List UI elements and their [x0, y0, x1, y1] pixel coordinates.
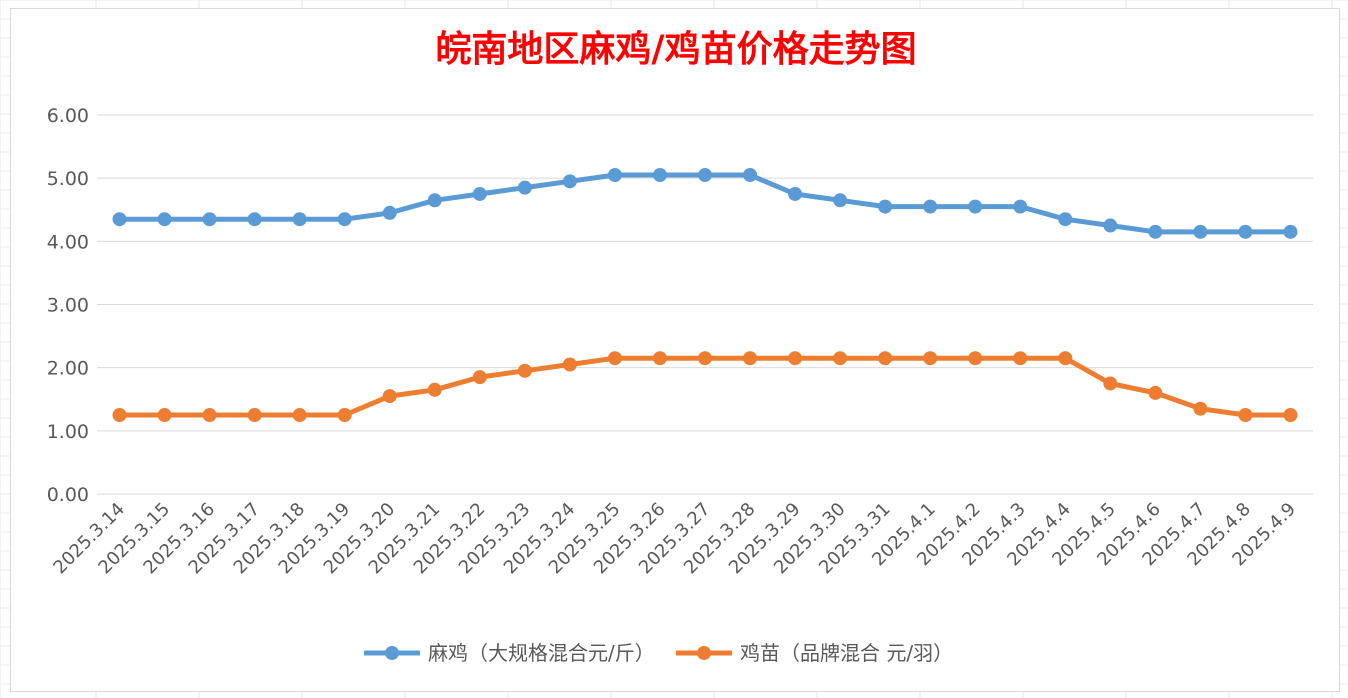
data-point[interactable] [652, 351, 667, 366]
data-point[interactable] [788, 351, 803, 366]
legend-label: 麻鸡（大规格混合元/斤） [428, 641, 655, 665]
data-point[interactable] [562, 174, 577, 189]
y-tick-label: 6.00 [47, 105, 89, 127]
data-point[interactable] [1148, 224, 1163, 239]
x-axis-tick-labels: 2025.3.142025.3.152025.3.162025.3.172025… [49, 499, 1300, 579]
data-point[interactable] [698, 168, 712, 183]
data-point[interactable] [833, 351, 848, 366]
data-point[interactable] [1103, 376, 1118, 391]
legend: 麻鸡（大规格混合元/斤） 鸡苗（品牌混合 元/羽） [364, 641, 953, 665]
data-point[interactable] [698, 351, 712, 366]
y-tick-label: 3.00 [47, 295, 89, 317]
data-point[interactable] [427, 193, 442, 208]
data-point[interactable] [337, 212, 352, 227]
data-point[interactable] [1148, 385, 1163, 400]
legend-entry-2[interactable]: 鸡苗（品牌混合 元/羽） [676, 641, 953, 665]
data-point[interactable] [382, 205, 397, 220]
data-point[interactable] [1103, 218, 1118, 233]
data-point[interactable] [607, 351, 622, 366]
data-point[interactable] [157, 408, 172, 423]
data-point[interactable] [292, 408, 307, 423]
legend-entry-1[interactable]: 麻鸡（大规格混合元/斤） [364, 641, 655, 665]
data-point[interactable] [878, 199, 893, 214]
data-point[interactable] [878, 351, 893, 366]
chart-title: 皖南地区麻鸡/鸡苗价格走势图 [435, 28, 916, 70]
data-point[interactable] [112, 212, 127, 227]
data-point[interactable] [247, 212, 262, 227]
data-point[interactable] [202, 408, 217, 423]
data-point[interactable] [968, 351, 983, 366]
data-point[interactable] [292, 212, 307, 227]
legend-swatch-marker [385, 646, 399, 660]
data-point[interactable] [157, 212, 172, 227]
y-tick-label: 2.00 [47, 358, 89, 380]
y-tick-label: 0.00 [47, 484, 89, 506]
data-point[interactable] [652, 168, 667, 183]
series-1 [112, 168, 1298, 239]
data-point[interactable] [923, 351, 938, 366]
data-point[interactable] [833, 193, 848, 208]
data-point[interactable] [112, 408, 127, 423]
data-point[interactable] [382, 389, 397, 404]
data-point[interactable] [427, 382, 442, 397]
y-tick-label: 4.00 [47, 231, 89, 253]
data-point[interactable] [247, 408, 262, 423]
data-point[interactable] [1058, 212, 1073, 227]
line-chart: 皖南地区麻鸡/鸡苗价格走势图 0.00 1.00 2.00 3.00 4.00 5.00 6… [47, 28, 1313, 665]
data-point[interactable] [923, 199, 938, 214]
data-point[interactable] [337, 408, 352, 423]
y-tick-label: 1.00 [47, 421, 89, 443]
legend-label: 鸡苗（品牌混合 元/羽） [740, 641, 953, 665]
series-layer [112, 168, 1298, 423]
data-point[interactable] [1193, 401, 1208, 416]
data-point[interactable] [202, 212, 217, 227]
data-point[interactable] [1238, 224, 1253, 239]
data-point[interactable] [1193, 224, 1208, 239]
data-point[interactable] [517, 363, 532, 378]
chart-area[interactable]: 皖南地区麻鸡/鸡苗价格走势图 0.00 1.00 2.00 3.00 4.00 5.00 6… [10, 8, 1340, 692]
series-2 [112, 351, 1298, 423]
data-point[interactable] [743, 351, 758, 366]
data-point[interactable] [1013, 351, 1028, 366]
data-point[interactable] [1238, 408, 1253, 423]
data-point[interactable] [1013, 199, 1028, 214]
data-point[interactable] [472, 370, 487, 385]
data-point[interactable] [562, 357, 577, 372]
data-point[interactable] [1283, 408, 1298, 423]
legend-swatch-marker [697, 646, 711, 660]
data-point[interactable] [788, 186, 803, 201]
data-point[interactable] [607, 168, 622, 183]
y-tick-label: 5.00 [47, 168, 89, 190]
y-axis-tick-labels: 0.00 1.00 2.00 3.00 4.00 5.00 6.00 [47, 105, 89, 506]
data-point[interactable] [1283, 224, 1298, 239]
data-point[interactable] [472, 186, 487, 201]
data-point[interactable] [743, 168, 758, 183]
data-point[interactable] [968, 199, 983, 214]
data-point[interactable] [517, 180, 532, 195]
data-point[interactable] [1058, 351, 1073, 366]
